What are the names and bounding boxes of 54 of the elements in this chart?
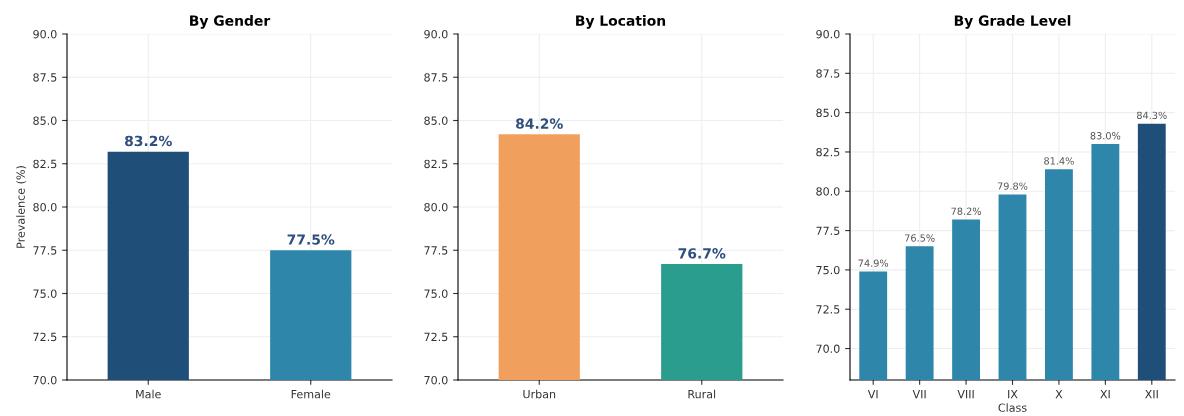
- y-tick-label: 70.0: [424, 375, 448, 385]
- y-tick-label: 75.0: [33, 289, 57, 298]
- y-tick-label: 75.0: [424, 289, 448, 298]
- x-tick-label: XI: [1100, 390, 1110, 399]
- x-axis-title: Class: [998, 403, 1027, 412]
- x-tick-label: Male: [136, 389, 161, 399]
- y-tick-label: 80.0: [424, 202, 448, 212]
- x-tick-label: VI: [867, 390, 878, 399]
- y-tick-label: 77.5: [33, 246, 57, 255]
- x-tick-label: Rural: [688, 389, 716, 399]
- y-tick-label: 70.0: [816, 344, 840, 353]
- y-tick-label: 70.0: [33, 375, 57, 385]
- x-tick-label: VIII: [957, 390, 974, 399]
- data-label: 81.4%: [1044, 157, 1074, 165]
- chart-title: By Grade Level: [954, 15, 1071, 29]
- y-tick-label: 80.0: [816, 187, 840, 196]
- x-tick-label: VII: [912, 390, 926, 399]
- data-label: 84.2%: [516, 118, 563, 129]
- data-label: 76.5%: [905, 234, 935, 242]
- data-label: 76.7%: [678, 248, 726, 259]
- y-tick-label: 82.5: [33, 159, 57, 169]
- y-tick-label: 90.0: [424, 29, 448, 39]
- x-tick-label: X: [1055, 390, 1063, 399]
- chart-title: By Gender: [190, 15, 271, 29]
- data-label: 83.0%: [1090, 132, 1121, 140]
- y-tick-label: 75.0: [816, 265, 840, 275]
- x-tick-label: XII: [1145, 390, 1158, 399]
- y-tick-label: 80.0: [33, 202, 57, 212]
- x-tick-label: IX: [1008, 390, 1018, 399]
- data-label: 83.2%: [125, 135, 172, 147]
- y-tick-label: 72.5: [816, 305, 840, 314]
- data-label: 74.9%: [858, 259, 889, 267]
- chart-title: By Location: [576, 15, 666, 29]
- y-tick-label: 77.5: [424, 246, 448, 255]
- y-tick-label: 90.0: [816, 29, 840, 39]
- y-tick-label: 85.0: [33, 116, 57, 125]
- y-tick-label: 77.5: [816, 226, 840, 235]
- y-tick-label: 87.5: [424, 73, 448, 82]
- y-tick-label: 82.5: [816, 147, 840, 157]
- y-tick-label: 87.5: [33, 73, 57, 82]
- y-tick-label: 82.5: [424, 159, 448, 169]
- y-tick-label: 72.5: [424, 332, 448, 342]
- x-tick-label: Female: [291, 389, 331, 399]
- data-label: 84.3%: [1137, 111, 1167, 119]
- y-tick-label: 90.0: [33, 29, 57, 39]
- y-tick-label: 72.5: [33, 332, 57, 342]
- y-tick-label: 87.5: [816, 69, 840, 78]
- x-tick-label: Urban: [523, 389, 556, 399]
- data-label: 79.8%: [997, 182, 1028, 190]
- data-label: 78.2%: [951, 207, 981, 215]
- y-tick-label: 85.0: [424, 116, 448, 125]
- y-tick-label: 85.0: [816, 108, 840, 118]
- data-label: 77.5%: [287, 234, 335, 245]
- y-axis-title: Prevalence (%): [16, 166, 27, 248]
